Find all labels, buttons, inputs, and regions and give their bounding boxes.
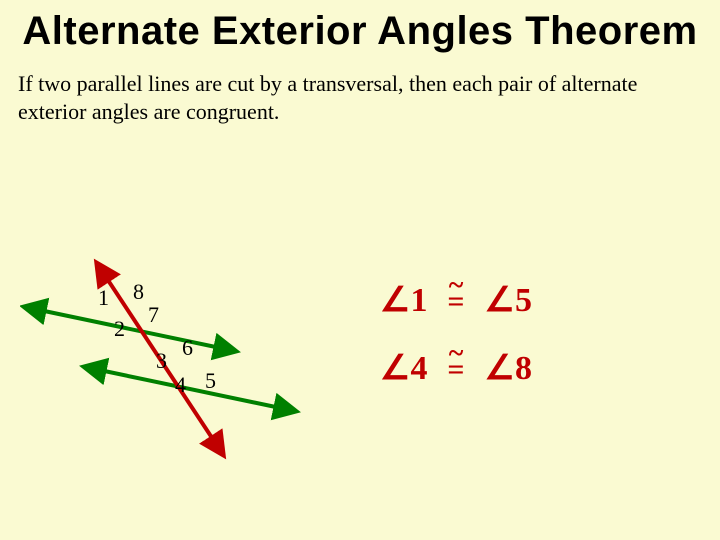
angle-right-2: 8 bbox=[515, 350, 532, 387]
angle-label-3: 3 bbox=[156, 348, 167, 373]
congruence-statements: ∠1 ∠5 ∠4 ∠8 bbox=[380, 280, 700, 440]
congruence-1: ∠1 ∠5 bbox=[380, 280, 700, 320]
angle-symbol-icon: ∠ bbox=[380, 348, 410, 388]
theorem-text: If two parallel lines are cut by a trans… bbox=[0, 52, 720, 125]
congruent-symbol-icon bbox=[442, 350, 470, 388]
angle-left-2: 4 bbox=[410, 350, 427, 387]
angle-label-7: 7 bbox=[148, 302, 159, 327]
angle-symbol-icon: ∠ bbox=[484, 280, 514, 320]
diagram-svg: 1827 36 45 bbox=[20, 250, 340, 470]
angle-right-1: 5 bbox=[515, 282, 532, 319]
angle-label-8: 8 bbox=[133, 279, 144, 304]
angle-label-2: 2 bbox=[114, 316, 125, 341]
diagram: 1827 36 45 bbox=[20, 250, 340, 470]
angle-symbol-icon: ∠ bbox=[380, 280, 410, 320]
congruence-2: ∠4 ∠8 bbox=[380, 348, 700, 388]
angle-label-6: 6 bbox=[182, 335, 193, 360]
angle-symbol-icon: ∠ bbox=[484, 348, 514, 388]
angle-label-4: 4 bbox=[175, 372, 186, 397]
angle-label-1: 1 bbox=[98, 285, 109, 310]
angle-left-1: 1 bbox=[410, 282, 427, 319]
diagram-angle-labels: 1827 36 45 bbox=[98, 279, 216, 397]
slide: Alternate Exterior Angles Theorem If two… bbox=[0, 0, 720, 540]
slide-title: Alternate Exterior Angles Theorem bbox=[0, 0, 720, 52]
angle-label-5: 5 bbox=[205, 368, 216, 393]
congruent-symbol-icon bbox=[442, 282, 470, 320]
